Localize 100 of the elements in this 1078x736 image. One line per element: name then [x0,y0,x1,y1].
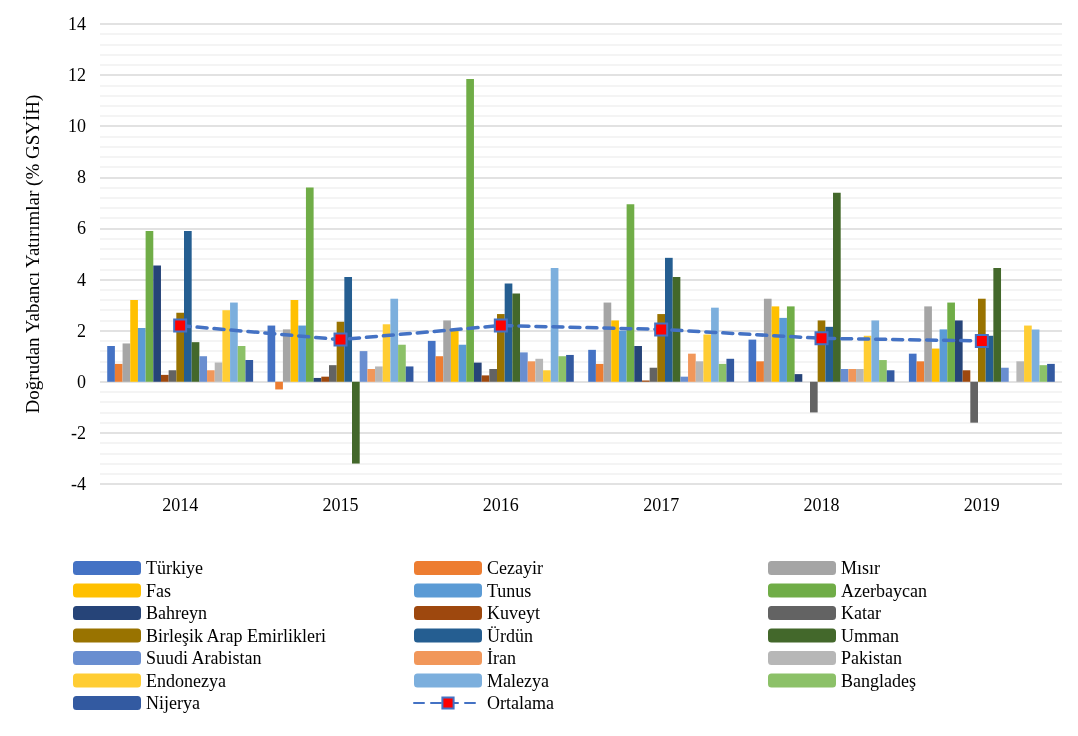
bar [275,381,283,390]
legend-label: Endonezya [146,670,226,691]
bar [718,363,727,382]
bar [954,320,963,382]
bar [443,320,451,382]
bar [450,329,459,382]
point [333,332,348,347]
x-tick-label: 2016 [482,495,519,515]
point [974,333,989,348]
point [493,318,508,333]
bar [305,187,314,382]
bar [703,334,712,382]
bar [237,346,246,382]
legend-label: Cezayir [487,558,543,578]
bar [543,370,551,382]
y-tick-label: 14 [68,14,86,34]
legend-label: Malezya [487,670,549,691]
bar [481,375,490,382]
x-tick-label: 2014 [162,495,199,515]
bar [993,268,1002,382]
bar [191,342,200,382]
bar [665,257,673,382]
bar [947,302,955,382]
bar [313,377,322,382]
bar [756,361,764,382]
legend-label: İran [487,648,516,668]
bar [649,367,658,382]
bar [726,358,735,382]
bar [298,325,306,382]
bar [367,369,376,382]
legend-label: Pakistan [841,648,902,668]
bar [611,320,619,382]
bar [856,369,864,382]
y-tick-label: -2 [71,422,86,443]
bar [245,360,254,382]
legend-label: Bangladeş [841,670,916,691]
bar [466,78,474,382]
y-tick-label: 2 [77,320,86,341]
bar [886,370,895,382]
bar [359,351,368,382]
bar [398,344,406,382]
legend-label: Tunus [487,580,532,601]
bar [137,328,146,382]
bar [375,366,383,382]
bar [352,381,360,464]
bar [1047,363,1055,382]
bar [1001,367,1009,382]
bar [833,192,841,382]
legend-label: Kuveyt [487,603,540,623]
bar [435,356,444,382]
y-tick-label: 8 [77,167,86,188]
bar [695,361,704,382]
bar [1016,361,1025,382]
bar [207,370,215,382]
bar [107,346,115,382]
bar [566,354,574,382]
bar [916,361,925,382]
legend-label: Ürdün [487,625,533,646]
bar [230,302,238,382]
bar [680,376,689,382]
legend-label: Nijerya [146,693,200,713]
y-tick-label: 0 [77,371,86,392]
bar [145,231,154,382]
y-axis-title: Doğrudan Yabancı Yatırımlar (% GSYİH) [22,94,44,414]
y-tick-label: 12 [68,65,86,86]
bar [168,370,177,382]
bar [1039,365,1048,382]
bar [871,320,880,382]
x-tick-label: 2017 [643,495,680,515]
legend-label: Fas [146,580,172,601]
legend-label: Katar [841,603,881,623]
bar [840,369,849,382]
bar [344,277,353,382]
point [814,331,829,346]
y-tick-label: -4 [71,474,86,494]
bar [527,361,536,382]
bar [558,356,567,382]
bar [1024,325,1032,382]
y-tick-label: 6 [77,218,86,239]
bar [908,353,917,382]
bar [535,358,544,382]
y-tick-label: 10 [68,116,86,137]
bar [130,300,138,382]
x-tick-label: 2018 [803,495,840,515]
bar [214,362,223,382]
bar [458,344,467,382]
bar [924,306,932,382]
legend-label: Azerbaycan [841,580,927,601]
bar [970,381,978,423]
legend-label: Türkiye [146,558,203,578]
point [654,322,669,337]
bar [794,374,803,382]
bar [688,353,696,382]
bar [711,307,719,382]
point [173,318,188,333]
legend-label: Birleşik Arap Emirlikleri [146,625,326,646]
legend-label: Ortalama [487,693,554,713]
bar [879,360,887,382]
bar [328,365,337,382]
bar [160,374,169,382]
